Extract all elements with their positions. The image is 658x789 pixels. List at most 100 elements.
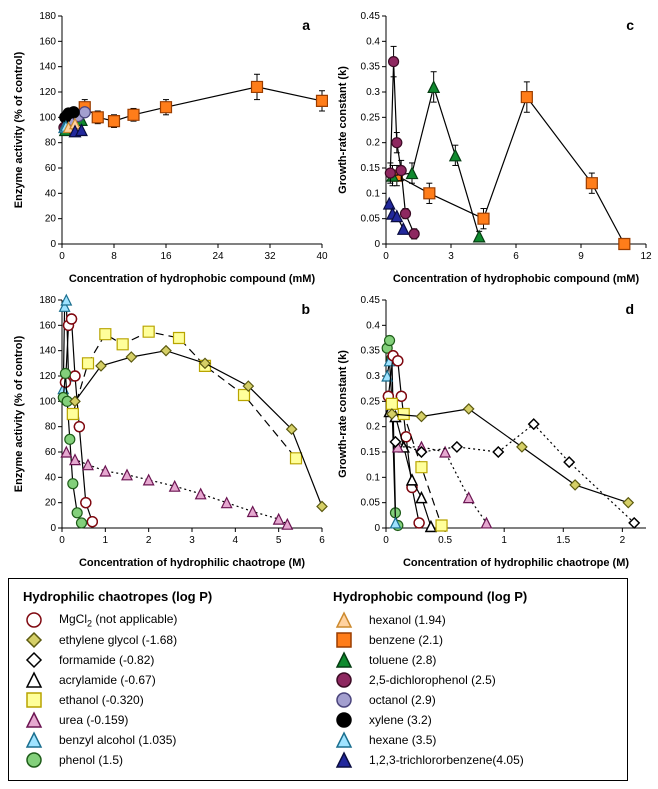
svg-text:80: 80	[45, 138, 57, 149]
svg-text:12: 12	[640, 251, 652, 262]
legend-item-hexane: hexane (3.5)	[333, 730, 613, 750]
svg-text:2: 2	[146, 535, 152, 546]
svg-text:2: 2	[620, 535, 626, 546]
svg-text:32: 32	[264, 251, 276, 262]
svg-text:60: 60	[45, 163, 57, 174]
svg-text:b: b	[301, 301, 310, 317]
legend-item-toluene: toluene (2.8)	[333, 650, 613, 670]
legend-label: hexane (3.5)	[369, 733, 436, 747]
svg-text:100: 100	[39, 396, 56, 407]
svg-text:140: 140	[39, 62, 56, 73]
svg-text:100: 100	[39, 112, 56, 123]
panel-a-chart: 0204060801001201401601800816243240Concen…	[8, 8, 328, 288]
legend-item-ethylene_glycol: ethylene glycol (-1.68)	[23, 630, 303, 650]
svg-text:120: 120	[39, 371, 56, 382]
svg-text:120: 120	[39, 87, 56, 98]
legend-item-ethanol: ethanol (-0.320)	[23, 690, 303, 710]
svg-text:0: 0	[59, 535, 65, 546]
legend-item-benzene: benzene (2.1)	[333, 630, 613, 650]
svg-text:1: 1	[501, 535, 507, 546]
svg-text:24: 24	[212, 251, 224, 262]
legend-left-column: Hydrophilic chaotropes (log P) MgCl2 (no…	[23, 589, 303, 770]
svg-text:0.4: 0.4	[366, 320, 380, 331]
svg-text:3: 3	[448, 251, 454, 262]
svg-text:80: 80	[45, 422, 57, 433]
svg-text:0.2: 0.2	[366, 422, 380, 433]
legend-right-title: Hydrophobic compound (log P)	[333, 589, 613, 604]
svg-text:60: 60	[45, 447, 57, 458]
svg-text:0: 0	[374, 239, 380, 250]
legend-label: benzyl alcohol (1.035)	[59, 733, 176, 747]
svg-text:6: 6	[319, 535, 325, 546]
legend-item-phenol: phenol (1.5)	[23, 750, 303, 770]
legend-label: toluene (2.8)	[369, 653, 436, 667]
panel-d-chart: 00.050.10.150.20.250.30.350.40.4500.511.…	[332, 292, 652, 572]
svg-text:8: 8	[111, 251, 117, 262]
legend-label: 1,2,3-trichlororbenzene(4.05)	[369, 753, 524, 767]
svg-text:d: d	[625, 301, 634, 317]
ethylene_glycol-marker-icon	[23, 629, 45, 651]
svg-text:9: 9	[578, 251, 584, 262]
ethanol-marker-icon	[23, 689, 45, 711]
toluene-marker-icon	[333, 649, 355, 671]
svg-text:0.05: 0.05	[361, 498, 381, 509]
hexanol-marker-icon	[333, 609, 355, 631]
svg-text:0.4: 0.4	[366, 36, 380, 47]
svg-text:0.2: 0.2	[366, 138, 380, 149]
dichlorophenol-marker-icon	[333, 669, 355, 691]
legend-item-dichlorophenol: 2,5-dichlorophenol (2.5)	[333, 670, 613, 690]
svg-text:c: c	[626, 17, 634, 33]
legend-box: Hydrophilic chaotropes (log P) MgCl2 (no…	[8, 578, 628, 781]
svg-text:0.3: 0.3	[366, 87, 380, 98]
svg-text:0.35: 0.35	[361, 62, 381, 73]
legend-label: ethylene glycol (-1.68)	[59, 633, 177, 647]
svg-text:20: 20	[45, 214, 57, 225]
legend-item-xylene: xylene (3.2)	[333, 710, 613, 730]
legend-item-urea: urea (-0.159)	[23, 710, 303, 730]
svg-text:0: 0	[59, 251, 65, 262]
legend-item-trichlorobenzene: 1,2,3-trichlororbenzene(4.05)	[333, 750, 613, 770]
phenol-marker-icon	[23, 749, 45, 771]
legend-label: phenol (1.5)	[59, 753, 123, 767]
svg-text:4: 4	[233, 535, 239, 546]
svg-text:Concentration of hydrophobic c: Concentration of hydrophobic compound (m…	[69, 273, 316, 285]
svg-text:180: 180	[39, 295, 56, 306]
svg-text:0.05: 0.05	[361, 214, 381, 225]
svg-text:0.25: 0.25	[361, 112, 381, 123]
xylene-marker-icon	[333, 709, 355, 731]
benzene-marker-icon	[333, 629, 355, 651]
legend-item-hexanol: hexanol (1.94)	[333, 610, 613, 630]
svg-text:0: 0	[50, 523, 56, 534]
legend-left-title: Hydrophilic chaotropes (log P)	[23, 589, 303, 604]
hexane-marker-icon	[333, 729, 355, 751]
svg-text:a: a	[302, 17, 310, 33]
svg-text:0.3: 0.3	[366, 371, 380, 382]
legend-label: ethanol (-0.320)	[59, 693, 144, 707]
legend-right-column: Hydrophobic compound (log P) hexanol (1.…	[333, 589, 613, 770]
benzyl_alcohol-marker-icon	[23, 729, 45, 751]
svg-text:1.5: 1.5	[556, 535, 570, 546]
svg-text:0.5: 0.5	[438, 535, 452, 546]
legend-item-acrylamide: acrylamide (-0.67)	[23, 670, 303, 690]
panels-grid: 0204060801001201401601800816243240Concen…	[8, 8, 650, 572]
svg-text:40: 40	[316, 251, 328, 262]
legend-label: formamide (-0.82)	[59, 653, 154, 667]
svg-text:0.35: 0.35	[361, 346, 381, 357]
panel-c-chart: 00.050.10.150.20.250.30.350.40.45036912C…	[332, 8, 652, 288]
svg-text:Concentration of hydrophilic c: Concentration of hydrophilic chaotrope (…	[403, 557, 629, 569]
svg-text:40: 40	[45, 188, 57, 199]
legend-label: xylene (3.2)	[369, 713, 432, 727]
svg-text:140: 140	[39, 346, 56, 357]
legend-label: benzene (2.1)	[369, 633, 443, 647]
trichlorobenzene-marker-icon	[333, 749, 355, 771]
panel-b-chart: 0204060801001201401601800123456Concentra…	[8, 292, 328, 572]
svg-text:20: 20	[45, 498, 57, 509]
svg-text:160: 160	[39, 320, 56, 331]
svg-text:160: 160	[39, 36, 56, 47]
svg-text:0: 0	[383, 535, 389, 546]
svg-text:0.25: 0.25	[361, 396, 381, 407]
legend-label: octanol (2.9)	[369, 693, 436, 707]
legend-label: urea (-0.159)	[59, 713, 128, 727]
svg-text:0: 0	[383, 251, 389, 262]
svg-text:Concentration of hydrophobic c: Concentration of hydrophobic compound (m…	[393, 273, 640, 285]
